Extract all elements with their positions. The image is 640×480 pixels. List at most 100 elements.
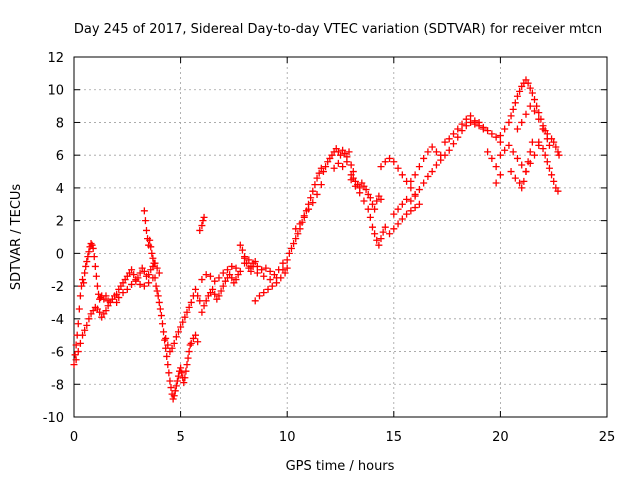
data-point bbox=[173, 377, 181, 385]
plot-frame bbox=[73, 56, 608, 418]
data-point bbox=[520, 177, 528, 185]
data-point bbox=[245, 256, 253, 264]
data-point bbox=[232, 264, 240, 272]
data-point bbox=[496, 171, 504, 179]
data-point bbox=[492, 133, 500, 141]
data-point bbox=[170, 339, 178, 347]
data-point bbox=[509, 148, 517, 156]
data-point bbox=[273, 274, 281, 282]
data-point bbox=[294, 230, 302, 238]
data-point bbox=[518, 161, 526, 169]
data-point bbox=[386, 154, 394, 162]
data-point bbox=[343, 158, 351, 166]
data-point bbox=[317, 181, 325, 189]
data-point bbox=[268, 282, 276, 290]
data-point bbox=[488, 154, 496, 162]
data-point bbox=[266, 267, 274, 275]
data-point bbox=[183, 361, 191, 369]
data-point bbox=[285, 249, 293, 257]
data-point bbox=[262, 264, 270, 272]
data-point bbox=[236, 241, 244, 249]
data-point bbox=[157, 312, 165, 320]
data-point bbox=[445, 146, 453, 154]
data-point bbox=[147, 243, 155, 251]
data-point bbox=[146, 236, 154, 244]
data-point bbox=[202, 271, 210, 279]
data-point bbox=[81, 326, 89, 334]
grid-lines bbox=[74, 57, 607, 417]
data-point bbox=[247, 262, 255, 270]
data-point bbox=[315, 169, 323, 177]
data-point bbox=[174, 328, 182, 336]
data-point bbox=[79, 276, 87, 284]
data-point bbox=[211, 290, 219, 298]
data-point bbox=[458, 127, 466, 135]
data-point bbox=[513, 92, 521, 100]
data-point bbox=[148, 249, 156, 257]
data-point bbox=[398, 215, 406, 223]
data-point bbox=[528, 138, 536, 146]
data-point bbox=[458, 120, 466, 128]
data-point bbox=[541, 151, 549, 159]
data-point bbox=[72, 341, 80, 349]
data-point bbox=[424, 148, 432, 156]
data-point bbox=[379, 228, 387, 236]
data-point bbox=[136, 269, 144, 277]
data-point bbox=[128, 266, 136, 274]
data-point bbox=[170, 392, 178, 400]
data-point bbox=[467, 118, 475, 126]
data-point bbox=[171, 387, 179, 395]
data-point bbox=[290, 240, 298, 248]
data-point bbox=[371, 205, 379, 213]
data-point bbox=[192, 285, 200, 293]
data-point bbox=[172, 382, 180, 390]
data-point bbox=[119, 289, 127, 297]
data-point bbox=[394, 205, 402, 213]
data-point bbox=[454, 125, 462, 133]
data-point bbox=[407, 184, 415, 192]
data-point bbox=[161, 336, 169, 344]
data-point bbox=[75, 305, 83, 313]
data-point bbox=[415, 186, 423, 194]
data-point bbox=[347, 161, 355, 169]
data-point bbox=[432, 148, 440, 156]
data-point bbox=[179, 318, 187, 326]
data-point bbox=[492, 163, 500, 171]
data-point bbox=[386, 230, 394, 238]
data-point bbox=[145, 271, 153, 279]
data-point bbox=[153, 287, 161, 295]
data-point bbox=[539, 145, 547, 153]
chart-title: Day 245 of 2017, Sidereal Day-to-day VTE… bbox=[74, 22, 602, 37]
data-point bbox=[182, 367, 190, 375]
data-point bbox=[196, 226, 204, 234]
data-point bbox=[330, 164, 338, 172]
data-point bbox=[501, 146, 509, 154]
data-point bbox=[185, 303, 193, 311]
data-point bbox=[234, 271, 242, 279]
data-point bbox=[366, 194, 374, 202]
data-point bbox=[198, 276, 206, 284]
data-point bbox=[167, 384, 175, 392]
data-point bbox=[85, 248, 93, 256]
data-point bbox=[555, 151, 563, 159]
data-point bbox=[526, 102, 534, 110]
data-point bbox=[545, 164, 553, 172]
data-point bbox=[253, 269, 261, 277]
data-point bbox=[79, 331, 87, 339]
data-point bbox=[141, 217, 149, 225]
data-point bbox=[76, 292, 84, 300]
y-axis-label: SDTVAR / TECUs bbox=[9, 184, 24, 291]
data-point bbox=[526, 148, 534, 156]
data-point bbox=[196, 297, 204, 305]
y-tick-label: 6 bbox=[56, 149, 64, 164]
data-point bbox=[390, 210, 398, 218]
data-point bbox=[80, 279, 88, 287]
data-point bbox=[199, 217, 207, 225]
data-point bbox=[360, 197, 368, 205]
data-point bbox=[228, 274, 236, 282]
data-point bbox=[403, 195, 411, 203]
data-point bbox=[279, 266, 287, 274]
data-point bbox=[156, 305, 164, 313]
data-point bbox=[424, 172, 432, 180]
data-point bbox=[130, 271, 138, 279]
